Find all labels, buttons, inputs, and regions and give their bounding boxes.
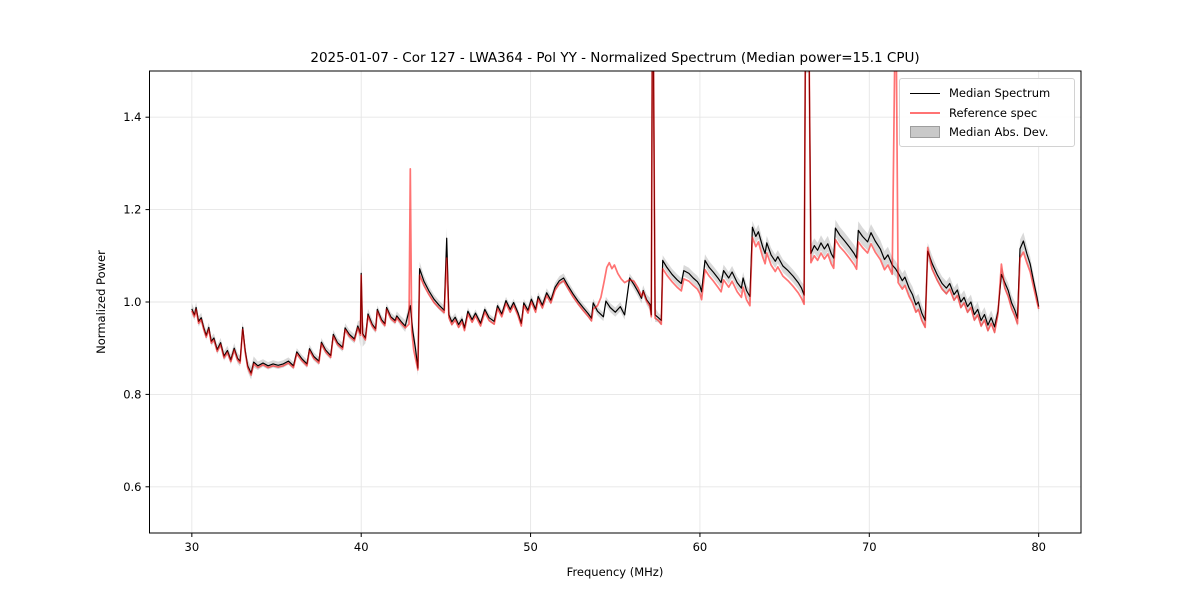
y-tick-label: 0.8 [123, 387, 141, 401]
x-tick-label: 80 [1031, 540, 1046, 554]
legend-item-median-spectrum: Median Spectrum [910, 86, 1064, 100]
x-tick-label: 30 [185, 540, 200, 554]
legend-label-mad: Median Abs. Dev. [949, 124, 1049, 139]
tick-layer: 30 40 50 60 70 80 0.6 0.8 1.0 1.2 1.4 [123, 110, 1046, 554]
legend-item-mad: Median Abs. Dev. [910, 125, 1064, 139]
y-tick-label: 1.2 [123, 203, 141, 217]
reference-line-sample [910, 111, 940, 114]
plot-layer [191, 71, 1040, 380]
x-tick-label: 70 [862, 540, 877, 554]
chart-title: 2025-01-07 - Cor 127 - LWA364 - Pol YY -… [310, 50, 919, 66]
x-tick-label: 50 [523, 540, 538, 554]
reference-spec-line [191, 71, 1040, 376]
y-tick-label: 0.6 [123, 480, 141, 494]
y-axis-label: Normalized Power [94, 250, 108, 354]
x-tick-label: 40 [354, 540, 369, 554]
x-axis-label: Frequency (MHz) [567, 565, 664, 579]
y-tick-label: 1.4 [123, 110, 141, 124]
legend: Median Spectrum Reference spec Median Ab… [899, 78, 1075, 147]
legend-label-reference-spec: Reference spec [949, 105, 1038, 120]
x-tick-label: 60 [693, 540, 708, 554]
mad-band-sample [910, 125, 940, 138]
y-tick-label: 1.0 [123, 295, 141, 309]
legend-label-median-spectrum: Median Spectrum [949, 86, 1051, 101]
legend-item-reference-spec: Reference spec [910, 106, 1064, 120]
median-line-sample [910, 92, 940, 94]
